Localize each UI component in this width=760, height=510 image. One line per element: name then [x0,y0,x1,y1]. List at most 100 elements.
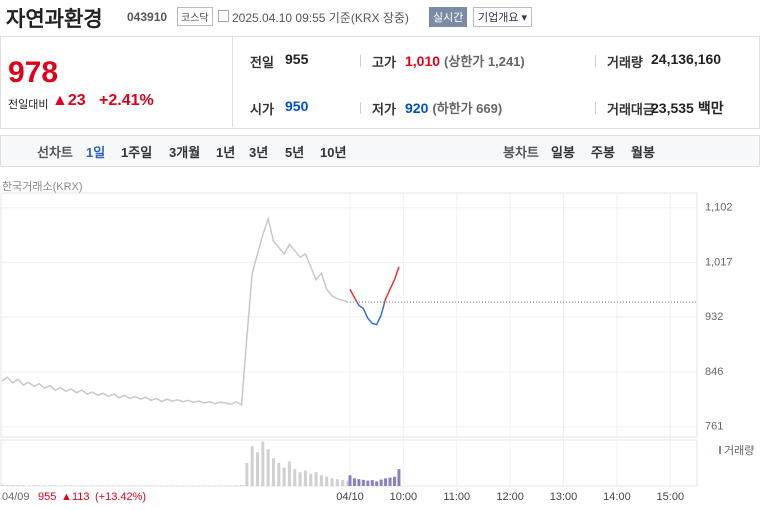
volume-bar [325,476,329,486]
volume-bar [298,472,302,486]
volume-bar [32,485,36,486]
volume-bar [293,469,297,486]
change-value: 23 [67,92,86,109]
volume-bar [96,485,100,486]
volume-bar [11,484,15,486]
stat-value: 955 [285,51,309,67]
volume-bar [335,479,339,486]
volume-bar [261,441,265,486]
y-tick-label: 846 [705,366,723,378]
x-tick-label: 10:00 [390,491,418,503]
volume-bar [303,470,307,486]
volume-bar [348,475,352,486]
volume-bar [370,480,374,486]
y-tick-label: 1,017 [705,256,733,268]
volume-legend-swatch [719,446,721,454]
stat-note: (하한가 669) [432,101,503,116]
volume-bar [388,477,392,486]
volume-bar [346,480,350,486]
candle-tab[interactable]: 주봉 [591,145,615,160]
volume-bar [361,479,365,486]
volume-bar [240,485,244,486]
separator [360,102,361,114]
period-tab[interactable]: 10년 [320,145,347,160]
volume-bar [245,463,249,486]
prev-day-line [1,215,349,407]
period-tab[interactable]: 3개월 [169,145,201,160]
separator [595,102,596,114]
stat-value: 24,136,160 [651,51,722,67]
volume-bar [375,481,379,486]
footer-arrow: ▲ [61,491,72,503]
volume-bar [366,480,370,486]
x-tick-label: 14:00 [603,491,631,503]
today-line-up [349,266,400,303]
volume-bar [16,485,20,486]
volume-bar [5,485,9,486]
stock-name: 자연과환경 [6,8,103,31]
volume-bar [48,485,52,486]
volume-bar [106,485,110,486]
volume-bar [117,485,121,486]
volume-bar [21,485,25,486]
volume-bar [341,479,345,486]
volume-bar [256,452,260,486]
calendar-icon [218,10,229,22]
plot-frame [0,192,698,438]
datetime: 2025.04.10 09:55 기준(KRX 장중) [232,11,409,25]
stat-note: (상한가 1,241) [444,54,525,69]
volume-bar [352,478,356,486]
x-tick-label: 11:00 [443,491,470,503]
footer-pct: (+13.42%) [95,491,146,503]
volume-bar [282,467,286,486]
volume-bar [271,458,275,486]
footer-close: 955 [38,491,56,503]
tab-bar [0,135,760,167]
volume-bar [384,478,388,486]
volume-bar [330,478,334,486]
period-tab[interactable]: 1년 [216,145,236,160]
y-tick-label: 932 [705,311,723,323]
change: ▲23 [52,92,86,109]
volume-bar [287,461,291,486]
volume-bar [309,473,313,486]
volume-bar [37,485,41,486]
x-tick-label: 12:00 [496,491,524,503]
volume-bar [53,485,57,486]
volume-bar [357,479,361,486]
separator [595,55,596,67]
market-badge: 코스닥 [177,7,213,26]
tab-label: 봉차트 [503,145,539,160]
volume-bar [397,469,401,486]
candle-tab[interactable]: 월봉 [631,145,655,160]
volume-bar [80,485,84,486]
tab-label: 선차트 [37,145,73,160]
volume-bar [27,485,31,486]
period-tab[interactable]: 1주일 [121,145,153,160]
volume-bar [266,449,270,486]
price: 978 [8,56,59,89]
volume-bar [379,479,383,486]
realtime-badge[interactable]: 실시간 [429,7,468,27]
volume-bar [314,472,318,486]
today-line-down [356,302,386,326]
stat-label: 전일 [250,55,274,70]
footer-date: 04/09 [2,491,30,503]
period-tab[interactable]: 3년 [249,145,269,160]
company-button[interactable]: 기업개요 ▾ [473,7,533,27]
volume-bar [0,484,4,486]
stat-value: 920 (하한가 669) [405,100,503,116]
stat-value: 1,010 (상한가 1,241) [405,53,525,69]
volume-bar [144,485,148,486]
period-tab[interactable]: 5년 [285,145,305,160]
change-pct: +2.41% [99,92,154,109]
stat-label: 시가 [250,102,274,117]
volume-bar [43,485,47,486]
source: 한국거래소(KRX) [2,181,83,193]
volume-bar [250,446,254,486]
candle-tab[interactable]: 일봉 [551,145,575,160]
volume-bar [128,485,132,486]
period-tab[interactable]: 1일 [86,145,106,160]
volume-bar [277,463,281,486]
